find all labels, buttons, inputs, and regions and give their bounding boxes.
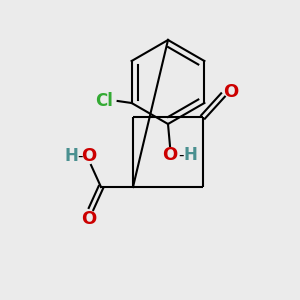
Text: -: - (178, 148, 184, 163)
Text: O: O (81, 147, 97, 165)
Text: Cl: Cl (95, 92, 112, 110)
Text: H: H (64, 147, 78, 165)
Text: H: H (183, 146, 197, 164)
Text: O: O (81, 210, 97, 228)
Text: O: O (162, 146, 178, 164)
Text: O: O (224, 83, 238, 101)
Text: -: - (77, 148, 83, 164)
